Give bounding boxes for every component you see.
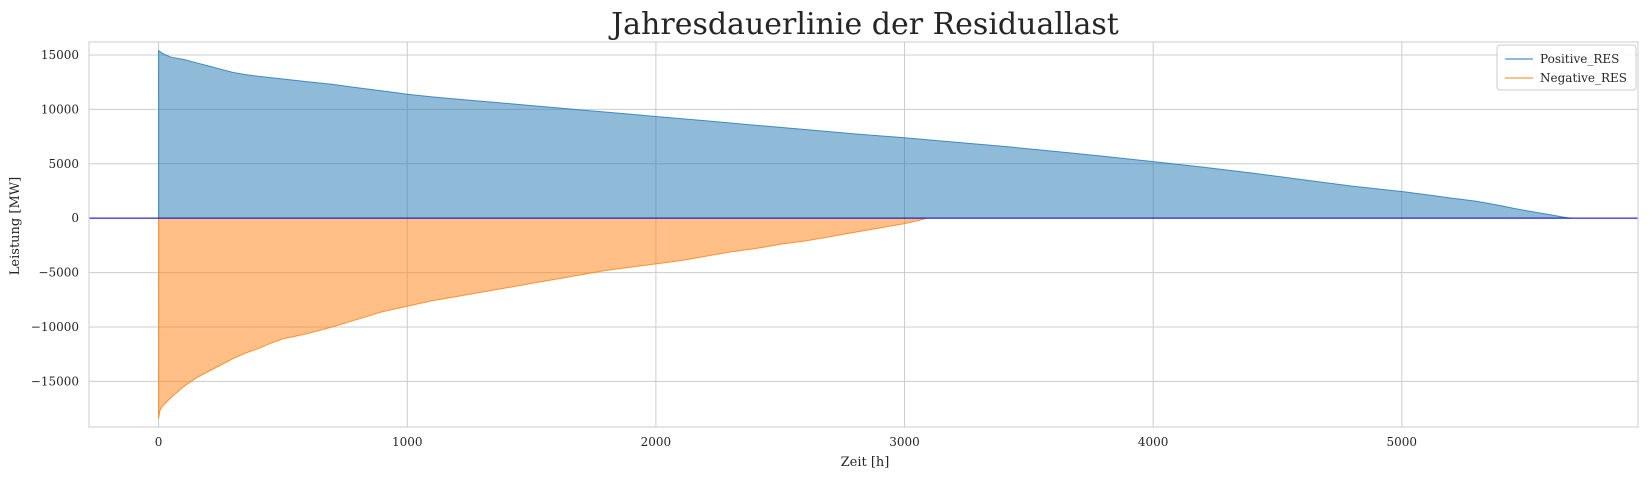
y-tick-label-0: 15000: [41, 48, 79, 62]
x-tick-labels: 0 1000 2000 3000 4000 5000: [155, 435, 1417, 449]
y-tick-label-1: 10000: [41, 102, 79, 116]
area-fill-positive-res: [158, 50, 1571, 219]
x-tick-label-4: 4000: [1138, 435, 1169, 449]
legend: Positive_RES Negative_RES: [1496, 44, 1637, 91]
legend-box: [1496, 44, 1637, 91]
legend-label-negative: Negative_RES: [1540, 71, 1627, 85]
y-tick-labels: 15000 10000 5000 0 −5000 −10000 −15000: [31, 48, 79, 388]
legend-label-positive: Positive_RES: [1540, 52, 1619, 66]
x-axis-label: Zeit [h]: [841, 455, 890, 470]
area-line-negative-res: [158, 217, 928, 419]
area-fill-negative-res: [158, 218, 927, 419]
y-tick-label-3: 0: [71, 211, 79, 225]
y-tick-label-2: 5000: [48, 157, 79, 171]
series-area: [158, 49, 1571, 419]
y-tick-label-6: −15000: [31, 374, 79, 388]
chart-title: Jahresdauerlinie der Residuallast: [608, 7, 1119, 42]
y-tick-label-5: −10000: [31, 320, 79, 334]
x-tick-label-2: 2000: [641, 435, 672, 449]
y-axis-label: Leistung [MW]: [8, 177, 23, 275]
area-line-positive-res: [158, 49, 1571, 219]
x-tick-label-0: 0: [155, 435, 163, 449]
plot-frame: [88, 41, 1639, 428]
x-tick-label-3: 3000: [889, 435, 920, 449]
x-tick-label-1: 1000: [392, 435, 423, 449]
x-tick-label-5: 5000: [1387, 435, 1418, 449]
y-tick-label-4: −5000: [38, 266, 79, 280]
